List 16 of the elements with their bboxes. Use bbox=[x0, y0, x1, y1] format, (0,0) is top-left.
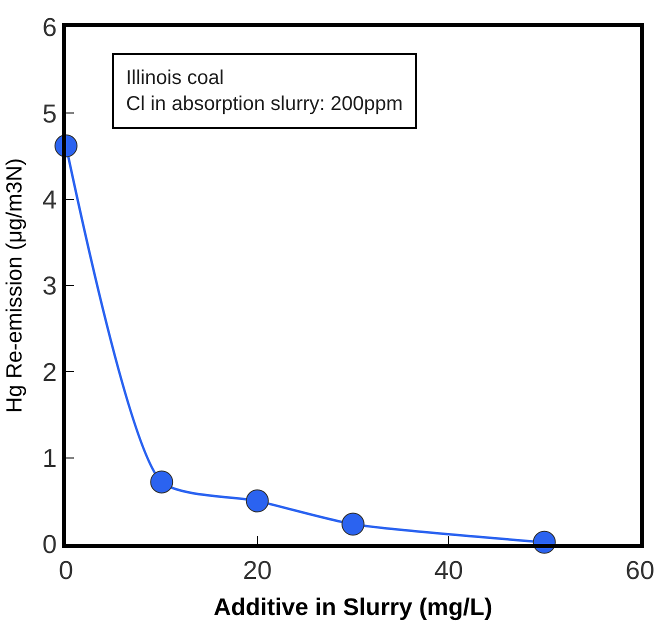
x-tick-label: 20 bbox=[242, 555, 272, 586]
y-tick-label: 5 bbox=[42, 98, 57, 128]
x-axis-title: Additive in Slurry (mg/L) bbox=[214, 594, 492, 621]
point bbox=[246, 489, 269, 512]
y-tick-label: 0 bbox=[42, 529, 57, 560]
y-tick-label: 2 bbox=[42, 356, 57, 387]
point bbox=[342, 512, 364, 536]
y-tick-label: 1 bbox=[42, 442, 57, 473]
x-tick-label: 60 bbox=[626, 555, 654, 586]
x-tick-label: 40 bbox=[434, 555, 464, 586]
annotation: Illinois coal Cl in absorption slurry: 200ppm bbox=[126, 67, 403, 115]
point bbox=[150, 470, 174, 494]
y-tick-label: 4 bbox=[42, 184, 57, 214]
y-axis-title: Hg Re-emission (μg/m3N) bbox=[2, 158, 27, 413]
y-tick-label: 6 bbox=[42, 12, 57, 42]
y-tick-label: 3 bbox=[42, 270, 57, 301]
